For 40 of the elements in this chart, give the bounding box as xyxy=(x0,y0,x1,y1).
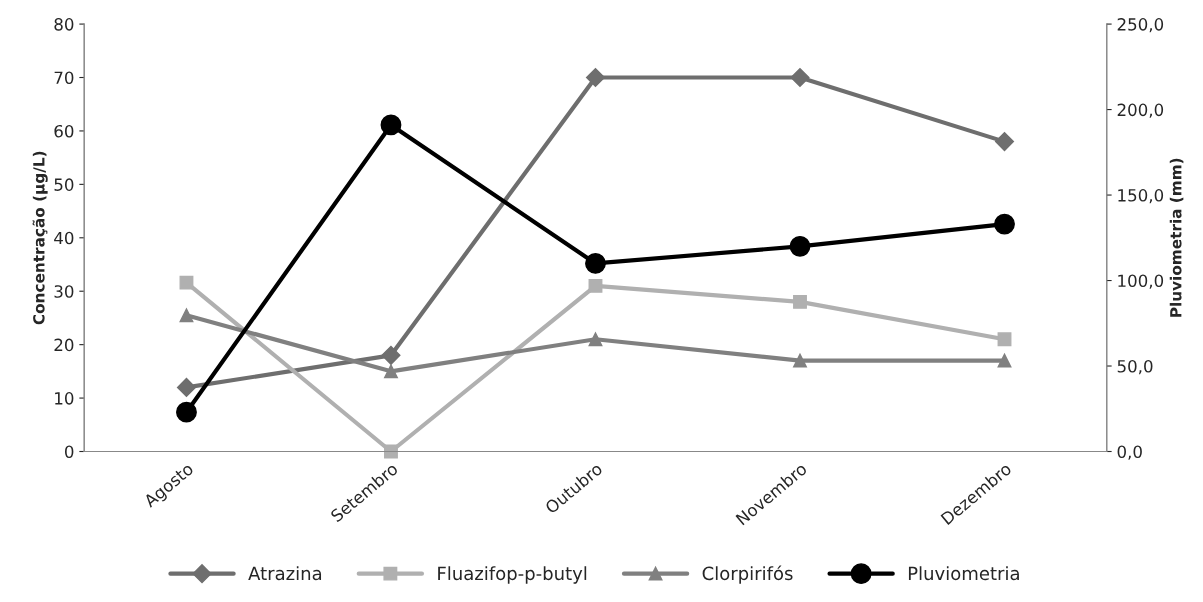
point xyxy=(179,308,194,323)
y-tick-label: 0 xyxy=(64,445,74,459)
point xyxy=(793,294,807,309)
point xyxy=(994,213,1015,235)
y-tick-label: 50 xyxy=(54,178,74,191)
point xyxy=(179,275,194,290)
y-tick-label: 20 xyxy=(54,338,74,352)
y-tick-label: 60 xyxy=(54,124,74,138)
point xyxy=(176,401,197,423)
y2-axis-title: Pluviometria (mm) xyxy=(1169,158,1184,317)
legend-label: Clorpirifós xyxy=(702,565,793,584)
legend-label: Pluviometria xyxy=(908,566,1019,581)
point xyxy=(585,67,606,88)
point xyxy=(997,353,1012,368)
point xyxy=(790,67,810,88)
y-tick-label: 30 xyxy=(54,285,74,298)
point xyxy=(997,332,1012,347)
y2-tick-label: 250,0 xyxy=(1117,18,1164,33)
y2-tick-label: 150,0 xyxy=(1118,189,1164,204)
y-tick-label: 40 xyxy=(54,231,74,245)
point xyxy=(994,132,1015,152)
legend-label: Atrazina xyxy=(248,566,322,581)
point xyxy=(585,253,606,274)
y2-tick-label: 100,0 xyxy=(1118,274,1164,289)
point xyxy=(588,278,603,293)
y-tick-label: 80 xyxy=(54,18,74,31)
y-tick-label: 10 xyxy=(55,392,74,405)
y2-tick-label: 200,0 xyxy=(1117,103,1164,118)
point xyxy=(793,353,807,368)
point xyxy=(588,332,603,347)
point xyxy=(380,114,402,136)
point xyxy=(789,235,811,257)
y2-tick-label: 0,0 xyxy=(1117,445,1142,460)
point xyxy=(384,364,398,379)
y-axis-title: Concentração (µg/L) xyxy=(32,151,48,325)
y-tick-label: 70 xyxy=(54,71,74,85)
point xyxy=(176,377,196,397)
point xyxy=(381,345,401,365)
y2-tick-label: 50,0 xyxy=(1117,359,1153,375)
legend-label: Fluazifop-p-butyl xyxy=(438,566,587,584)
